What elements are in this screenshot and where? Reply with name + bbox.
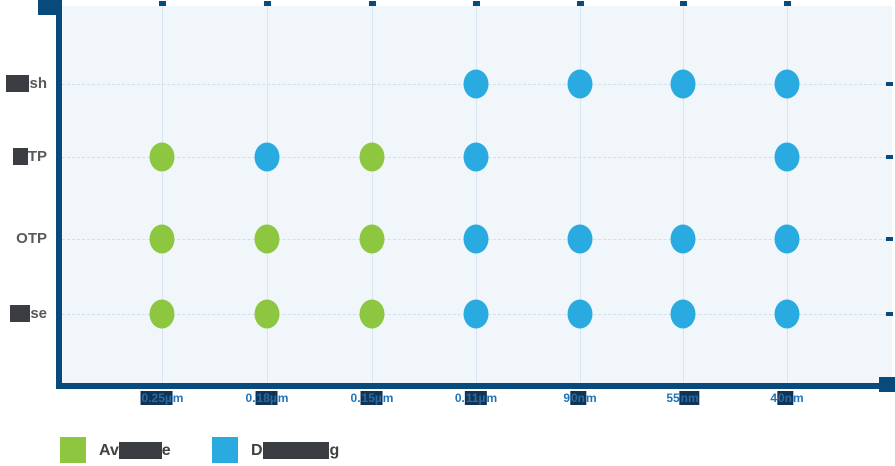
x-label-selected-text: 0.25µ — [140, 391, 173, 405]
data-dot-available-otp-2[interactable] — [359, 224, 385, 254]
data-dot-developing-otp-5[interactable] — [670, 224, 696, 254]
x-label-tail: m — [586, 391, 597, 405]
x-label-head: 55 — [666, 391, 680, 405]
x-axis-end-cap — [879, 377, 895, 392]
y-label-tail: OTP — [16, 230, 47, 247]
x-label-selected-text: nm — [679, 391, 700, 405]
x-axis-label: 55nm — [666, 391, 700, 406]
x-label-tail: m — [382, 391, 394, 405]
x-label-head: 0. — [350, 391, 361, 405]
x-label-head: 9 — [563, 391, 570, 405]
y-label-tail: sh — [29, 75, 47, 92]
x-axis-label: 90nm — [563, 391, 597, 406]
legend-label-developing: Developing — [251, 440, 339, 462]
data-dot-developing-mtp-1[interactable] — [254, 142, 280, 172]
data-dot-available-otp-0[interactable] — [149, 224, 175, 254]
legend-developing-tail: g — [329, 442, 340, 459]
y-label-tail: se — [30, 305, 47, 322]
legend: Available Developing — [0, 437, 895, 466]
data-dot-developing-flash-6[interactable] — [774, 69, 800, 99]
x-axis-tick — [577, 1, 584, 6]
data-dot-developing-flash-5[interactable] — [670, 69, 696, 99]
legend-developing-selected-text: evelopin — [262, 442, 330, 459]
y-axis-label: OTP — [16, 230, 47, 248]
x-label-selected-text: 15µ — [360, 391, 383, 405]
x-label-selected-text: 18µ — [255, 391, 278, 405]
data-dot-developing-fuse-3[interactable] — [463, 299, 489, 329]
data-dot-developing-flash-4[interactable] — [567, 69, 593, 99]
data-dot-developing-otp-6[interactable] — [774, 224, 800, 254]
legend-available-selected-text: ailabl — [118, 442, 162, 459]
data-dot-developing-fuse-6[interactable] — [774, 299, 800, 329]
x-label-selected-text: 0n — [570, 391, 587, 405]
vertical-gridline — [580, 6, 581, 383]
y-label-selected-text: Fu — [9, 305, 31, 322]
x-label-selected-text: 11µ — [464, 391, 487, 405]
vertical-gridline — [683, 6, 684, 383]
x-label-head: 0. — [454, 391, 465, 405]
data-dot-available-otp-1[interactable] — [254, 224, 280, 254]
data-dot-developing-otp-3[interactable] — [463, 224, 489, 254]
data-dot-available-fuse-2[interactable] — [359, 299, 385, 329]
x-axis-label: 0.15µm — [350, 391, 394, 406]
x-axis-tick — [264, 1, 271, 6]
y-axis-label: Flash — [5, 75, 47, 93]
vertical-gridline — [476, 6, 477, 383]
legend-label-available: Available — [99, 440, 171, 462]
x-axis-line — [56, 383, 895, 389]
vertical-gridline — [372, 6, 373, 383]
y-axis-tick — [886, 155, 893, 159]
data-dot-available-fuse-0[interactable] — [149, 299, 175, 329]
x-axis-label: 0.18µm — [245, 391, 289, 406]
x-axis-tick — [473, 1, 480, 6]
x-label-tail: m — [172, 391, 184, 405]
y-axis-tick — [886, 82, 893, 86]
legend-available-tail: e — [161, 442, 171, 459]
y-label-selected-text: M — [13, 148, 28, 165]
data-dot-available-fuse-1[interactable] — [254, 299, 280, 329]
vertical-gridline — [162, 6, 163, 383]
y-label-tail: TP — [27, 148, 47, 165]
y-axis-label: Fuse — [9, 305, 47, 323]
y-axis-tick — [886, 237, 893, 241]
x-label-selected-text: 0n — [777, 391, 794, 405]
data-dot-developing-flash-3[interactable] — [463, 69, 489, 99]
y-axis-top-cap — [38, 0, 57, 15]
x-axis-tick — [369, 1, 376, 6]
data-dot-developing-fuse-5[interactable] — [670, 299, 696, 329]
data-dot-developing-otp-4[interactable] — [567, 224, 593, 254]
y-axis-label: MTP — [13, 148, 47, 166]
x-label-tail: m — [486, 391, 498, 405]
data-dot-developing-mtp-3[interactable] — [463, 142, 489, 172]
x-label-head: 4 — [770, 391, 777, 405]
y-axis-line — [56, 0, 62, 389]
y-label-selected-text: Fla — [5, 75, 30, 92]
x-axis-tick — [784, 1, 791, 6]
available-swatch-icon — [60, 437, 86, 463]
x-axis-label: 40nm — [770, 391, 804, 406]
vertical-gridline — [267, 6, 268, 383]
data-dot-developing-mtp-6[interactable] — [774, 142, 800, 172]
x-label-tail: m — [277, 391, 289, 405]
x-axis-label: 0.11µm — [455, 391, 497, 406]
data-dot-developing-fuse-4[interactable] — [567, 299, 593, 329]
x-label-head: 0. — [245, 391, 256, 405]
x-axis-tick — [159, 1, 166, 6]
legend-developing-head: D — [251, 442, 263, 459]
y-axis-tick — [886, 312, 893, 316]
x-label-tail: m — [793, 391, 804, 405]
x-axis-tick — [680, 1, 687, 6]
legend-available-head: Av — [99, 442, 119, 459]
x-axis-label: 0.25µm — [140, 391, 184, 406]
vertical-gridline — [787, 6, 788, 383]
data-dot-available-mtp-2[interactable] — [359, 142, 385, 172]
data-dot-available-mtp-0[interactable] — [149, 142, 175, 172]
developing-swatch-icon — [212, 437, 238, 463]
